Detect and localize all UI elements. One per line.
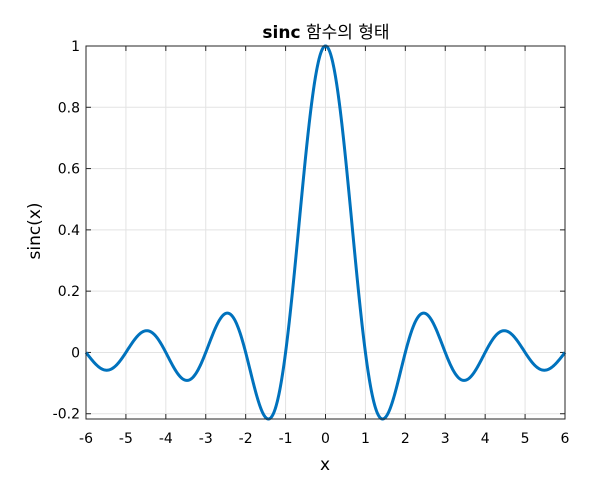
x-tick-label: -2 <box>239 431 253 447</box>
x-tick-label: -5 <box>119 431 133 447</box>
x-tick-label: -6 <box>79 431 93 447</box>
x-tick-label: -1 <box>279 431 293 447</box>
x-axis-label: x <box>320 455 330 475</box>
y-tick-label: 1 <box>71 39 80 55</box>
x-tick-label: 1 <box>361 431 370 447</box>
title-bold-part: sinc <box>262 23 300 43</box>
plot-frame <box>85 45 566 420</box>
x-tick-label: 3 <box>441 431 450 447</box>
y-tick-label: 0.8 <box>58 100 80 116</box>
y-tick-labels: -0.2 0 0.2 0.4 0.6 0.8 1 <box>53 39 80 423</box>
y-tick-label: 0.2 <box>58 284 80 300</box>
y-tick-label: -0.2 <box>53 407 80 423</box>
y-axis-label: sinc(x) <box>25 202 45 259</box>
x-tick-label: 6 <box>561 431 570 447</box>
grid-lines <box>85 45 566 419</box>
x-tick-label: 5 <box>521 431 530 447</box>
x-tick-label: -3 <box>199 431 213 447</box>
y-tick-label: 0 <box>71 345 80 361</box>
title-rest-part: 함수의 형태 <box>301 23 390 43</box>
y-tick-label: 0.6 <box>58 162 80 178</box>
x-tick-labels: -6 -5 -4 -3 -2 -1 0 1 2 3 4 5 6 <box>79 431 570 447</box>
y-tick-label: 0.4 <box>58 223 80 239</box>
x-tick-label: 4 <box>481 431 490 447</box>
x-tick-label: 0 <box>321 431 330 447</box>
chart-title: sinc 함수의 형태 <box>262 23 389 43</box>
x-tick-label: 2 <box>401 431 410 447</box>
x-tick-label: -4 <box>159 431 173 447</box>
